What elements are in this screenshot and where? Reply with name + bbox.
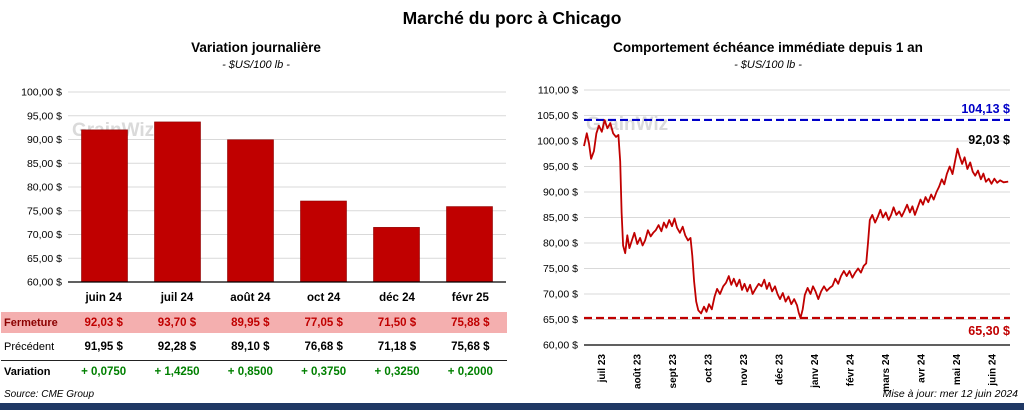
y-tick-label: 65,00 $ [27,253,62,265]
bar-chart: 100,00 $ 95,00 $ 90,00 $ 85,00 $ 80,00 $ 75,0… [21,87,506,289]
y-tick-label: 95,00 $ [543,161,578,173]
category-row: juin 24 juil 24 août 24 oct 24 déc 24 févr 25 [1,288,507,308]
category-label: févr 25 [451,292,489,304]
table-cell: 71,50 $ [377,316,417,329]
y-tick-label: 80,00 $ [27,182,62,194]
price-line [583,119,1009,319]
y-tick-label: 60,00 $ [543,340,578,352]
table-cell: 71,18 $ [377,340,417,353]
bar [227,139,274,283]
table-cell: 75,88 $ [451,316,490,329]
x-tick-label: nov 23 [739,354,750,386]
table-cell: + 0,8500 [227,365,273,378]
table-cell: 89,95 $ [231,316,270,329]
x-tick-label: déc 23 [774,354,785,386]
table-cell: + 0,2000 [447,365,493,378]
page-title: Marché du porc à Chicago [402,8,622,28]
bar [446,206,493,283]
grainwiz-watermark: GrainWiz [586,114,668,135]
y-tick-label: 85,00 $ [27,158,62,170]
table-cell: + 0,3750 [301,365,347,378]
update-note: Mise à jour: mer 12 juin 2024 [882,388,1018,400]
bar [300,200,347,283]
category-label: août 24 [230,292,271,304]
bottom-accent-bar [0,403,1024,410]
table-cell: 76,68 $ [304,340,343,353]
category-label: juil 24 [160,292,194,304]
source-note: Source: CME Group [4,389,95,400]
x-tick-label: août 23 [632,354,643,389]
y-tick-label: 75,00 $ [543,263,578,275]
y-tick-label: 80,00 $ [543,238,578,250]
row-label: Variation [4,365,51,378]
table-row-variation: Variation + 0,0750 + 1,4250 + 0,8500 + 0,375… [1,360,507,382]
line-chart-subtitle: - $US/100 lb - [734,59,802,71]
table-cell: 75,68 $ [451,340,490,353]
x-tick-label: févr 24 [845,354,856,387]
max-reference-label: 104,13 $ [961,102,1010,116]
x-tick-label: mars 24 [881,354,892,392]
table-cell: 93,70 $ [157,316,197,329]
table-cell: + 0,3250 [374,365,420,378]
table-cell: + 1,4250 [154,365,200,378]
y-tick-label: 60,00 $ [27,277,62,289]
y-tick-label: 65,00 $ [543,314,578,326]
y-tick-label: 100,00 $ [537,136,578,148]
summary-table: juin 24 juil 24 août 24 oct 24 déc 24 févr 25… [1,288,507,382]
y-tick-label: 90,00 $ [27,134,62,146]
x-tick-label: sept 23 [668,354,679,389]
one-year-trend-panel: Comportement échéance immédiate depuis 1… [512,0,1024,410]
row-label: Précédent [4,340,55,353]
bar [373,227,420,283]
row-label: Fermeture [4,316,58,329]
daily-variation-panel: Variation journalière - $US/100 lb - 100… [1,40,507,400]
category-label: juin 24 [85,292,122,304]
y-tick-label: 95,00 $ [27,110,62,122]
y-tick-label: 100,00 $ [21,87,62,99]
bar-chart-title: Variation journalière [191,40,321,55]
y-tick-label: 75,00 $ [27,205,62,217]
y-tick-label: 70,00 $ [27,229,62,241]
table-cell: + 0,0750 [81,365,127,378]
y-tick-label: 70,00 $ [543,289,578,301]
table-cell: 89,10 $ [231,340,270,353]
x-tick-label: janv 24 [810,354,821,389]
x-tick-label: juil 23 [597,354,608,384]
table-cell: 77,05 $ [304,316,343,329]
line-chart: 110,00 $ 105,00 $ 100,00 $ 95,00 $ 90,00 $ 85… [537,85,1010,392]
x-tick-label: mai 24 [952,354,963,386]
x-tick-label: oct 23 [703,354,714,383]
line-chart-title: Comportement échéance immédiate depuis 1… [613,40,923,55]
x-tick-label: avr 24 [916,354,927,383]
min-reference-label: 65,30 $ [968,324,1010,338]
bar [154,121,201,283]
category-label: déc 24 [379,292,415,304]
y-tick-label: 105,00 $ [537,110,578,122]
table-cell: 92,03 $ [84,316,123,329]
x-tick-label: juin 24 [987,354,998,387]
table-cell: 91,95 $ [84,340,123,353]
table-cell: 92,28 $ [157,340,197,353]
y-tick-label: 85,00 $ [543,212,578,224]
y-tick-label: 110,00 $ [538,85,578,97]
y-tick-label: 90,00 $ [543,187,578,199]
last-value-label: 92,03 $ [968,133,1010,147]
bar-chart-subtitle: - $US/100 lb - [222,59,290,71]
bar [81,129,128,283]
table-row-previous: Précédent 91,95 $ 92,28 $ 89,10 $ 76,68 $ 71,… [1,336,507,357]
table-row-close: Fermeture 92,03 $ 93,70 $ 89,95 $ 77,05 $ 71,… [1,312,507,333]
category-label: oct 24 [307,292,341,304]
